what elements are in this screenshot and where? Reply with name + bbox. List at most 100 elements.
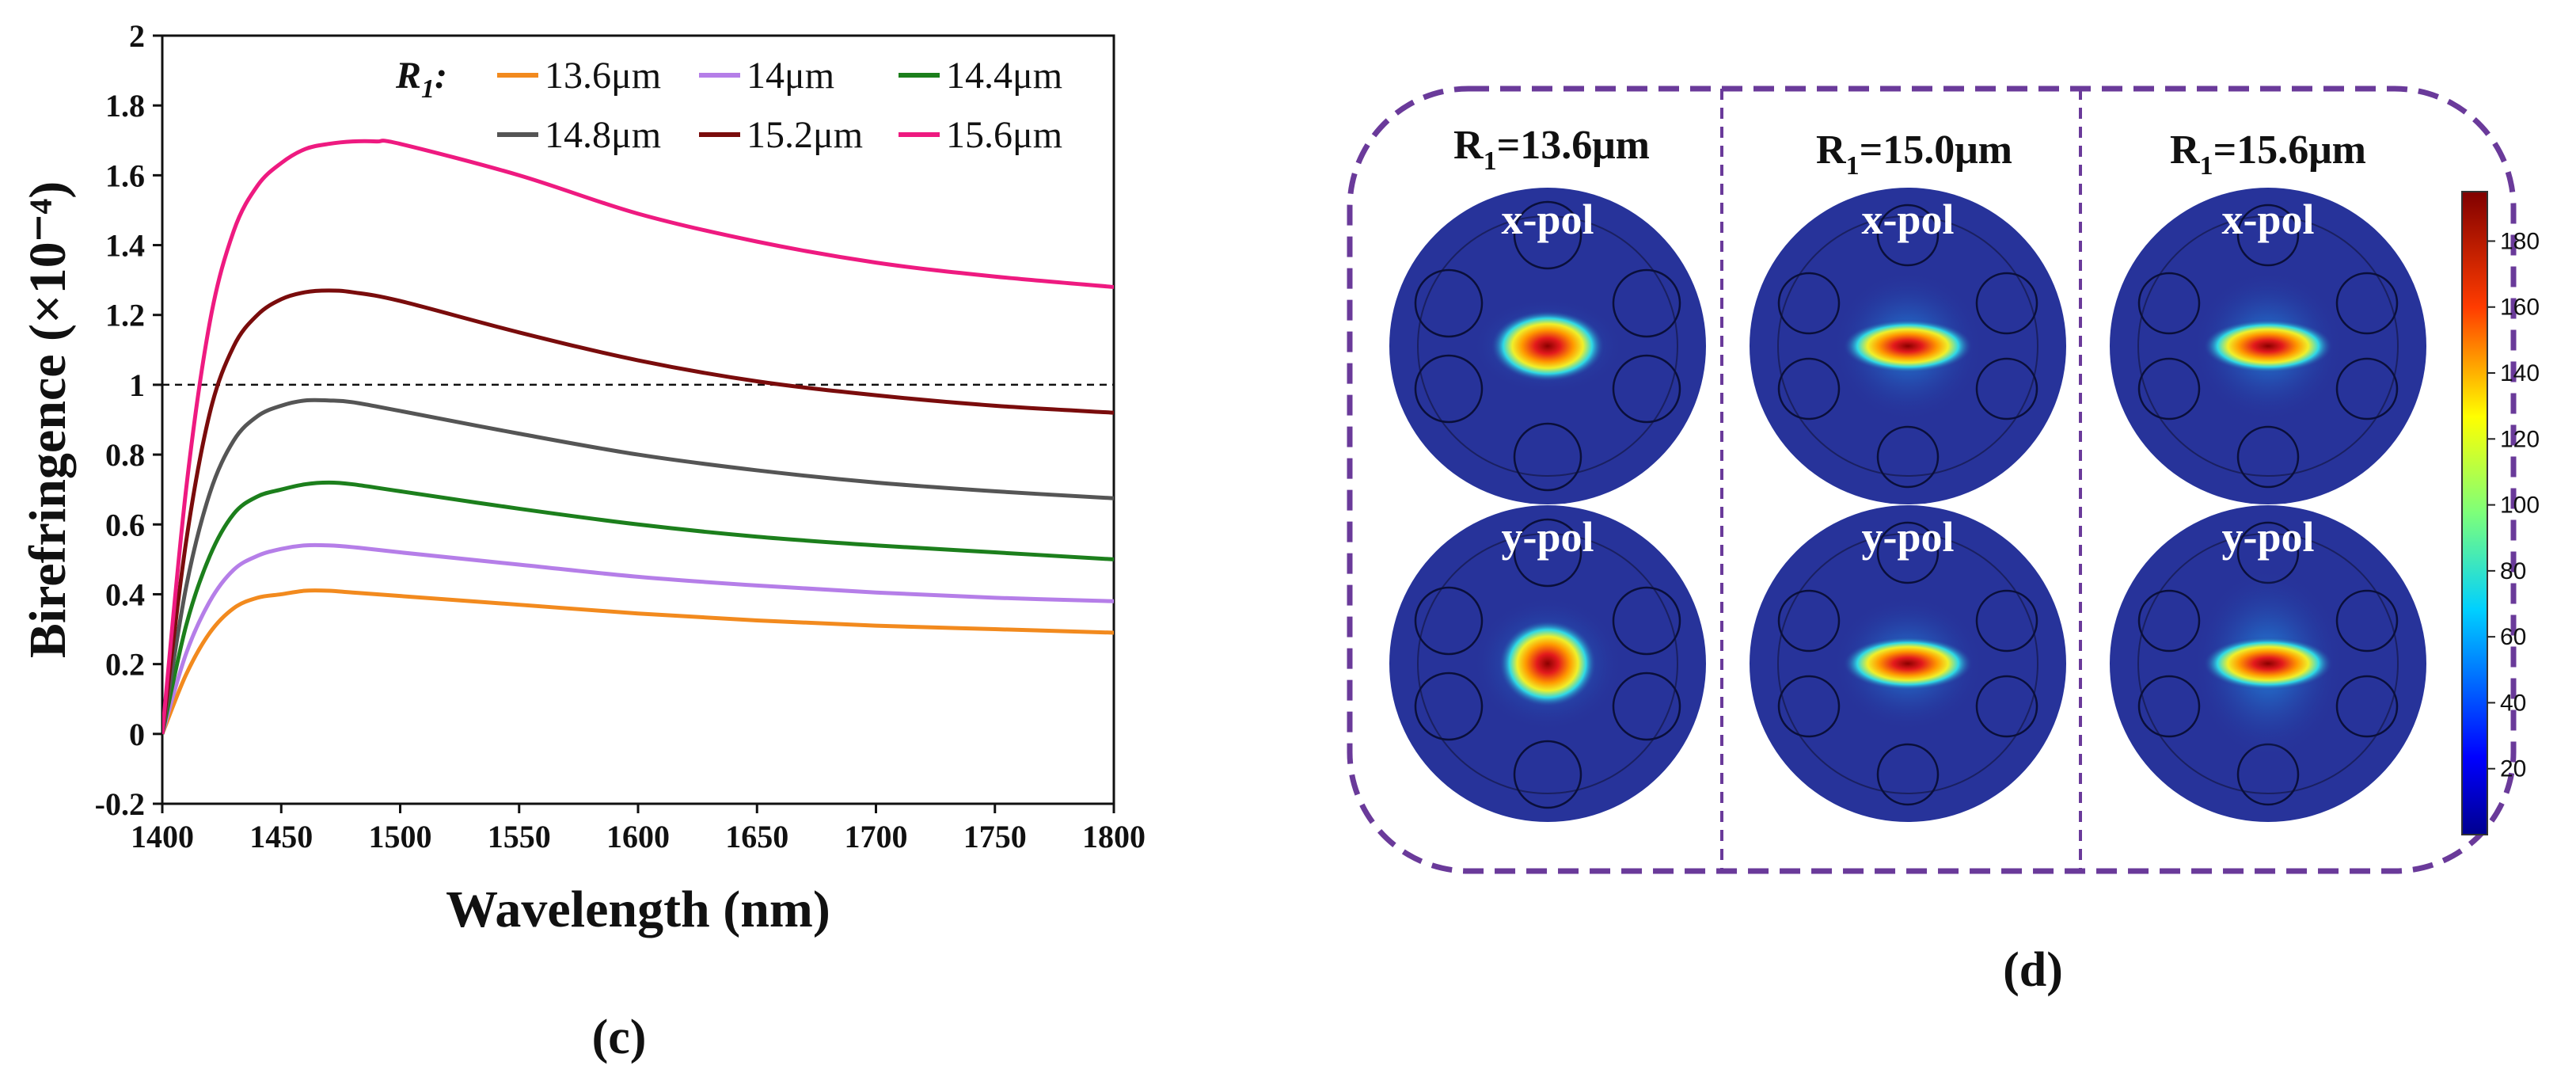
x-tick-label: 1800 (1082, 819, 1146, 854)
panel-label-c: (c) (592, 1010, 647, 1064)
colorbar-gradient (2461, 191, 2488, 835)
legend-label: 15.2μm (747, 114, 863, 156)
air-hole (1612, 586, 1681, 656)
field-hotspot (1491, 310, 1605, 382)
air-hole (1777, 272, 1841, 335)
air-hole (2335, 357, 2399, 420)
air-hole (2236, 425, 2300, 489)
x-tick-label: 1400 (131, 819, 194, 854)
air-hole (1975, 589, 2038, 653)
air-hole (1612, 354, 1681, 424)
y-tick-label: -0.2 (95, 786, 145, 822)
air-hole (1414, 268, 1484, 338)
column-header-2: R1=15.0μm (1816, 127, 2012, 181)
legend-label: 13.6μm (545, 55, 661, 97)
air-hole (1513, 740, 1582, 809)
pol-label: x-pol (1501, 196, 1594, 243)
cladding-ring (1417, 215, 1678, 477)
mode-map-col1-x-pol: x-pol (1389, 188, 1706, 504)
colorbar-tick-label: 120 (2500, 426, 2540, 452)
x-tick-label: 1550 (488, 819, 551, 854)
air-hole (1876, 743, 1940, 806)
x-axis-label: Wavelength (nm) (446, 881, 830, 938)
air-hole (2335, 675, 2399, 738)
legend-label: 14.4μm (946, 55, 1062, 97)
air-hole (1777, 589, 1841, 653)
y-tick-label: 0.2 (105, 647, 145, 683)
field-hotspot (1499, 620, 1597, 707)
y-tick-label: 1 (129, 367, 145, 403)
y-axis-label: Birefringence (×10⁻⁴) (19, 181, 77, 658)
x-tick-label: 1600 (606, 819, 670, 854)
colorbar-tick-label: 100 (2500, 493, 2540, 519)
air-hole (2137, 272, 2201, 335)
series-line-14.8μm (162, 398, 1114, 735)
air-hole (1612, 672, 1681, 741)
y-tick-label: 0 (129, 717, 145, 752)
x-tick-label: 1450 (249, 819, 313, 854)
cladding-ring (1777, 215, 2038, 477)
pol-label: x-pol (2221, 196, 2314, 243)
colorbar-tick-label: 60 (2500, 624, 2526, 650)
colorbar-tick-label: 140 (2500, 360, 2540, 386)
legend-label: 14.8μm (545, 114, 661, 156)
mode-map-col2-x-pol: x-pol (1750, 188, 2066, 504)
air-hole (1975, 357, 2038, 420)
x-tick-label: 1750 (963, 819, 1027, 854)
air-hole (1414, 354, 1484, 424)
air-hole (1975, 675, 2038, 738)
air-hole (1876, 425, 1940, 489)
colorbar-ticks: 20 40 60 80 100 120 140 160 180 (2487, 228, 2540, 782)
air-hole (1513, 422, 1582, 492)
mode-field-panel: R1=13.6μm R1=15.0μm R1=15.6μm x-pol y-pol… (1347, 86, 2540, 997)
legend-label: 14μm (747, 55, 834, 97)
mode-map-col3-y-pol: y-pol (2110, 505, 2426, 822)
x-tick-label: 1500 (369, 819, 432, 854)
field-hotspot (1843, 637, 1973, 691)
y-tick-label: 1.6 (105, 158, 145, 193)
air-hole (1612, 268, 1681, 338)
y-tick-label: 2 (129, 18, 145, 54)
column-header-3: R1=15.6μm (2170, 127, 2366, 181)
legend-label: 15.6μm (946, 114, 1062, 156)
y-tick-label: 1.4 (105, 228, 145, 264)
air-hole (2335, 589, 2399, 653)
colorbar-tick-label: 40 (2500, 690, 2526, 716)
x-tick-label: 1700 (845, 819, 908, 854)
field-hotspot (2203, 319, 2333, 373)
birefringence-chart: 1400 1450 1500 1550 1600 1650 1700 1750 1800 -0.… (19, 18, 1146, 1064)
pol-label: y-pol (1861, 513, 1954, 561)
pol-label: x-pol (1861, 196, 1954, 243)
colorbar-tick-label: 160 (2500, 295, 2540, 321)
air-hole (1513, 518, 1582, 588)
air-hole (2137, 357, 2201, 420)
cladding-ring (2137, 215, 2399, 477)
air-hole (2335, 272, 2399, 335)
air-hole (1414, 586, 1484, 656)
air-hole (1777, 357, 1841, 420)
series-group (162, 139, 1114, 735)
pol-label: y-pol (2221, 513, 2314, 561)
mode-maps: x-pol y-pol x-pol y-pol x-pol y-pol (1389, 188, 2426, 822)
y-tick-label: 1.8 (105, 88, 145, 124)
series-line-14.4μm (162, 480, 1114, 735)
cladding-ring (1777, 533, 2038, 794)
colorbar: 20 40 60 80 100 120 140 160 180 (2461, 191, 2540, 835)
mode-map-col1-y-pol: y-pol (1389, 505, 1706, 822)
air-hole (1876, 204, 1940, 267)
y-tick-label: 1.2 (105, 298, 145, 333)
y-tick-label: 0.6 (105, 507, 145, 542)
series-line-14μm (162, 542, 1114, 735)
pol-label: y-pol (1501, 513, 1594, 561)
air-hole (1975, 272, 2038, 335)
air-hole (2137, 675, 2201, 738)
mode-map-col3-x-pol: x-pol (2110, 188, 2426, 504)
series-line-15.6μm (162, 139, 1114, 735)
x-tick-label: 1650 (725, 819, 788, 854)
legend: R1: 13.6μm 14μm 14.4μm 14.8μm 15.2μm 15.6μm (395, 55, 1062, 156)
series-line-13.6μm (162, 588, 1114, 735)
y-tick-label: 0.8 (105, 437, 145, 473)
air-hole (1876, 521, 1940, 584)
column-header-1: R1=13.6μm (1453, 123, 1650, 176)
